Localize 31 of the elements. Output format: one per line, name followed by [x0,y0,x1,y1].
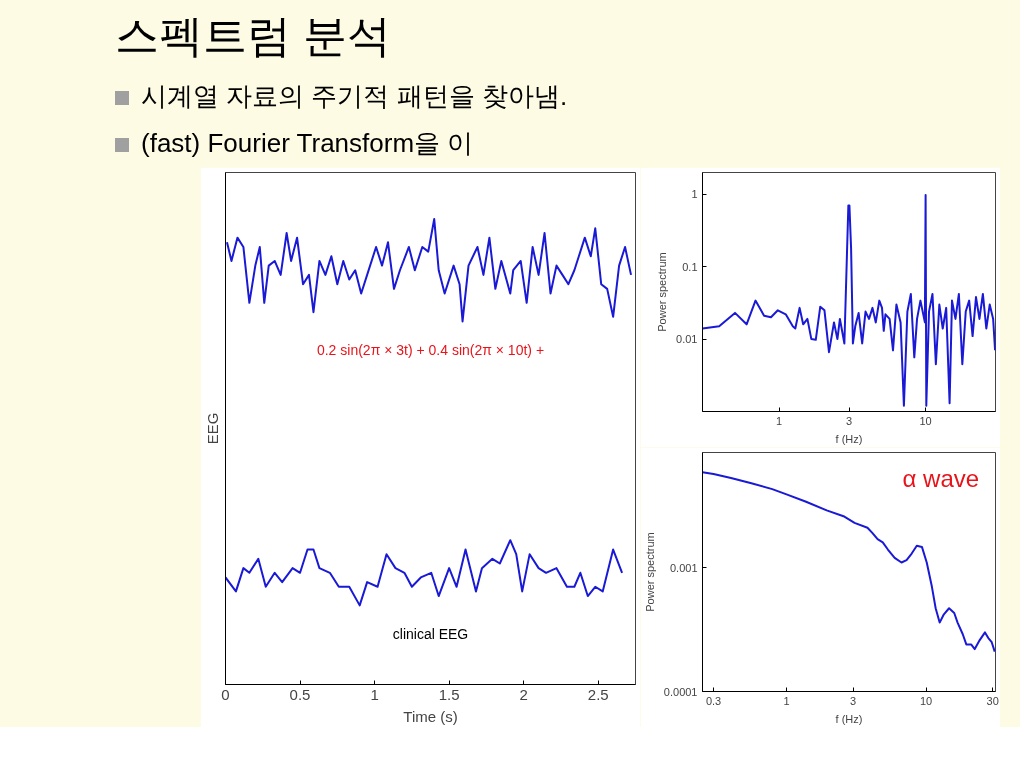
x-tick-label: 2.5 [587,685,609,703]
x-tick-label: 1 [776,414,783,427]
text: (fast) Fourier Transform을 이 [140,127,474,160]
x-axis-title: Time (s) [403,707,458,725]
x-tick-label: 1 [783,694,790,707]
annotation: α wave [902,464,980,492]
x-tick-label: 10 [919,414,932,427]
x-tick-label: 2 [519,685,528,703]
text: 시계열 자료의 주기적 패턴을 찾아냄. [140,79,568,113]
y-axis-title: Power spectrum [643,532,656,612]
x-tick-label: 3 [850,694,857,707]
x-axis-title: f (Hz) [835,432,863,445]
x-tick-label: 0 [221,685,230,703]
x-tick-label: 0.3 [705,694,722,707]
text: clinical EEG [392,625,469,642]
text: 0.2 sin(2π × 3t) + 0.4 sin(2π × 10t) + [316,342,545,359]
y-tick-label: 0.1 [682,260,698,273]
x-tick-label: 30 [986,694,999,707]
x-tick-label: 0.5 [289,685,311,703]
y-tick-label: 0.001 [669,561,698,574]
x-tick-label: 3 [845,414,853,427]
y-tick-label: 0.0001 [663,685,698,698]
x-axis-title: f (Hz) [835,712,863,725]
x-tick-label: 10 [920,694,933,707]
y-tick-label: 0.01 [676,333,698,346]
text: 스펙트럼 분석 [115,10,392,62]
x-tick-label: 1.5 [438,685,460,703]
y-tick-label: 1 [691,188,698,201]
x-tick-label: 1 [370,685,379,703]
y-axis-title: Power spectrum [656,252,669,332]
y-axis-title: EEG [203,412,221,445]
